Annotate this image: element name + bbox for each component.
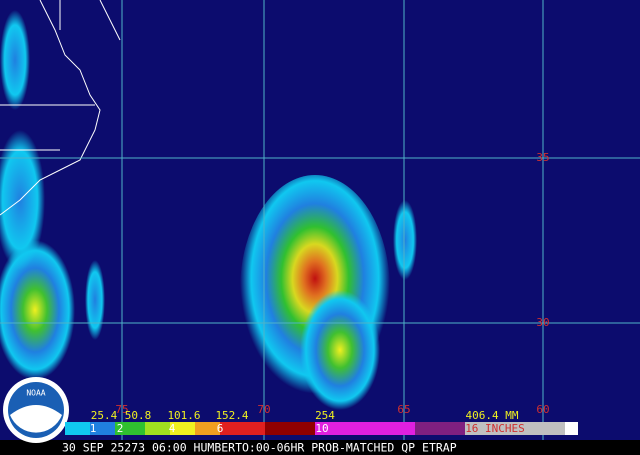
mm-label: 25.4 <box>91 409 118 422</box>
coastline <box>0 0 121 216</box>
inch-label: 6 <box>217 422 224 435</box>
footer-caption: 30 SEP 25273 06:00 HUMBERTO:00-06HR PROB… <box>62 441 457 455</box>
lat-label: 35 <box>536 151 549 164</box>
color-bar <box>65 422 578 435</box>
mm-label: 254 <box>315 409 335 422</box>
lon-label: 75 <box>115 403 128 416</box>
mm-label: 50.8 <box>125 409 152 422</box>
lon-label: 70 <box>257 403 270 416</box>
mm-label: 152.4 <box>215 409 248 422</box>
logo-text: NOAA <box>26 389 45 398</box>
inch-label: 4 <box>169 422 176 435</box>
lat-label: 30 <box>536 316 549 329</box>
lon-label: 60 <box>536 403 549 416</box>
noaa-logo: NOAA <box>3 377 69 443</box>
inch-label: 10 <box>315 422 328 435</box>
lon-label: 65 <box>397 403 410 416</box>
inch-label: 16 INCHES <box>465 422 525 435</box>
mm-label: 406.4 MM <box>466 409 519 422</box>
precip-field <box>0 10 417 410</box>
inch-label: 1 <box>90 422 97 435</box>
graticule <box>0 0 640 440</box>
inch-label: 2 <box>117 422 124 435</box>
mm-label: 101.6 <box>167 409 200 422</box>
